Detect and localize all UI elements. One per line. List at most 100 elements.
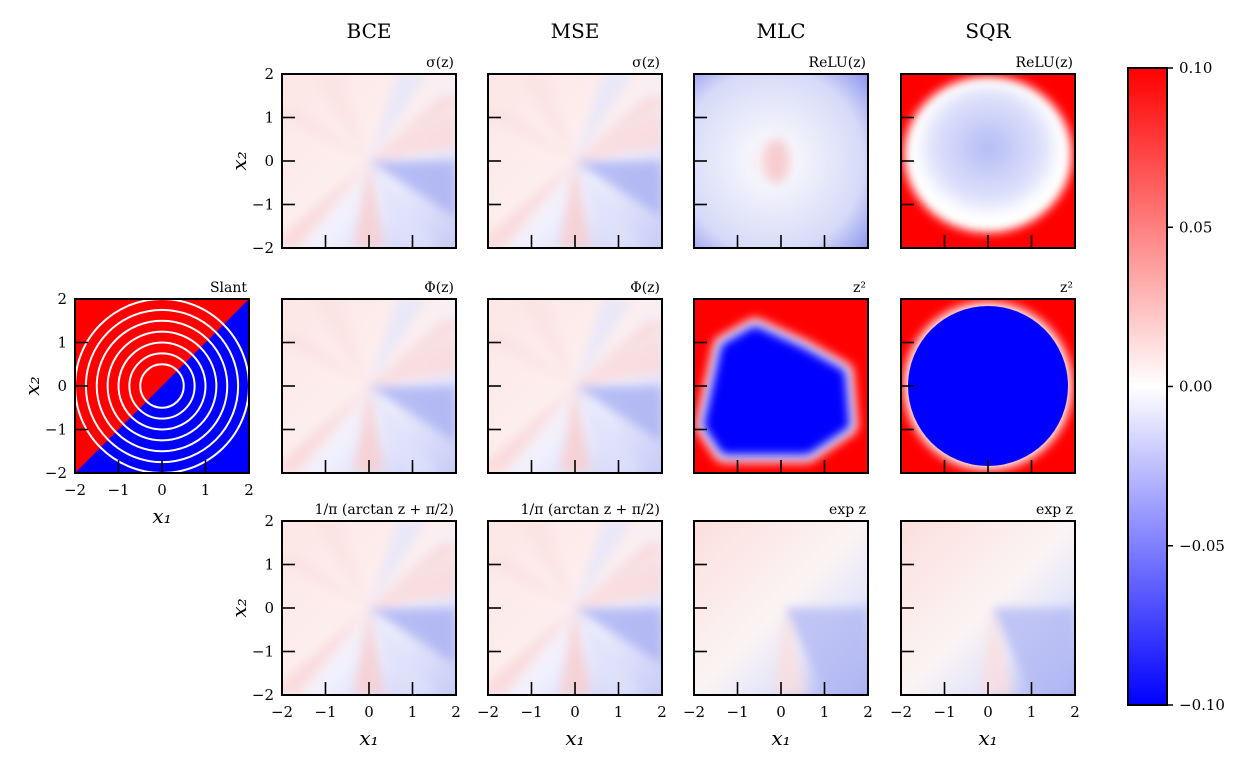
y-tick-label: 2: [57, 290, 67, 308]
x-tick-label: −2: [890, 703, 912, 721]
y-tick-label: −2: [252, 239, 274, 257]
y-axis-label: x₂: [20, 376, 44, 395]
panel-subtitle: ReLU(z): [1016, 55, 1073, 71]
x-tick-label: 0: [364, 703, 374, 721]
panel-bce-row2: Φ(z): [281, 280, 457, 474]
x-tick-label: −2: [64, 481, 86, 499]
column-title-bce: BCE: [347, 19, 392, 43]
x-tick-label: −1: [520, 703, 542, 721]
panel-slant: Slant 2 1 0 −1 −2 x₂ −2 −1 0 1 2 x₁: [20, 280, 254, 528]
y-tick-label: 0: [264, 152, 274, 170]
contour-circle: [128, 352, 196, 420]
y-tick-label: 1: [57, 334, 67, 352]
panel-subtitle: ReLU(z): [809, 55, 866, 71]
heatmap-image: [694, 74, 868, 248]
colorbar: 0.10 0.05 0.00 −0.05 −0.10: [1127, 59, 1225, 714]
panel-bce-row3: 1/π (arctan z + π/2) 2 1 0 −1 −2 x₂ −2 −1 0 1 2 x₁: [227, 502, 461, 750]
x-tick-label: 0: [776, 703, 786, 721]
panel-mse-row3: 1/π (arctan z + π/2) −2 −1 0 1 2 x₁: [477, 502, 667, 750]
panel-mse-row1: σ(z): [487, 55, 663, 249]
panel-subtitle: z²: [1060, 280, 1073, 296]
x-tick-label: 1: [614, 703, 624, 721]
y-axis-label: x₂: [227, 598, 251, 617]
colorbar-tick-label: 0.00: [1179, 378, 1212, 396]
x-tick-label: −2: [271, 703, 293, 721]
panel-subtitle: 1/π (arctan z + π/2): [521, 502, 660, 518]
y-tick-label: 2: [264, 512, 274, 530]
panel-mlc-row2: z²: [693, 280, 869, 474]
x-tick-label: 0: [570, 703, 580, 721]
y-tick-label: −1: [252, 643, 274, 661]
x-tick-label: 2: [244, 481, 254, 499]
x-tick-label: −2: [477, 703, 499, 721]
y-tick-label: 1: [264, 556, 274, 574]
heatmap-image: [901, 299, 1075, 473]
y-axis-label: x₂: [227, 151, 251, 170]
x-tick-label: 0: [157, 481, 167, 499]
y-tick-label: −1: [252, 196, 274, 214]
panel-sqr-row3: exp z −2 −1 0 1 2 x₁: [890, 502, 1080, 750]
contour-circle: [95, 319, 229, 453]
x-tick-label: 1: [201, 481, 211, 499]
column-title-mlc: MLC: [756, 19, 805, 43]
panel-mlc-row3: exp z −2 −1 0 1 2 x₁: [683, 502, 873, 750]
heatmap-image: [488, 299, 662, 473]
panel-subtitle: Slant: [210, 280, 247, 296]
x-tick-label: −1: [107, 481, 129, 499]
heatmap-image: [901, 74, 1075, 248]
heatmap-image: [488, 521, 662, 695]
panel-sqr-row1: ReLU(z): [900, 55, 1076, 249]
panel-subtitle: 1/π (arctan z + π/2): [315, 502, 454, 518]
y-tick-label: −2: [45, 464, 67, 482]
y-tick-label: 2: [264, 65, 274, 83]
heatmap-image: [694, 521, 868, 695]
panel-subtitle: σ(z): [426, 55, 454, 71]
contour-circle: [139, 363, 185, 409]
x-tick-label: −1: [314, 703, 336, 721]
heatmap-image: [282, 299, 456, 473]
panel-mse-row2: Φ(z): [487, 280, 663, 474]
panel-subtitle: exp z: [1036, 502, 1073, 518]
red-region: [75, 299, 249, 473]
x-axis-label: x₁: [565, 726, 584, 750]
panel-subtitle: Φ(z): [424, 280, 454, 296]
panel-bce-row1: σ(z) 2 1 0 −1 −2 x₂: [227, 55, 457, 257]
x-axis-label: x₁: [359, 726, 378, 750]
panel-subtitle: z²: [853, 280, 866, 296]
heatmap-image: [488, 74, 662, 248]
x-tick-label: 2: [1070, 703, 1080, 721]
panel-subtitle: exp z: [829, 502, 866, 518]
colorbar-tick-label: 0.10: [1179, 59, 1212, 77]
x-tick-label: 1: [408, 703, 418, 721]
colorbar-tick-label: 0.05: [1179, 218, 1212, 236]
x-tick-label: −2: [683, 703, 705, 721]
y-tick-label: 0: [57, 377, 67, 395]
colorbar-tick-label: −0.05: [1179, 537, 1225, 555]
panel-subtitle: Φ(z): [630, 280, 660, 296]
x-axis-label: x₁: [771, 726, 790, 750]
x-tick-label: −1: [933, 703, 955, 721]
y-tick-label: −1: [45, 421, 67, 439]
x-tick-label: −1: [726, 703, 748, 721]
panel-mlc-row1: ReLU(z): [693, 55, 869, 249]
x-tick-label: 1: [1027, 703, 1037, 721]
heatmap-image: [901, 521, 1075, 695]
column-title-mse: MSE: [551, 19, 600, 43]
x-tick-label: 0: [983, 703, 993, 721]
heatmap-image: [282, 74, 456, 248]
x-tick-label: 2: [451, 703, 461, 721]
y-tick-label: −2: [252, 686, 274, 704]
y-tick-label: 0: [264, 599, 274, 617]
column-title-sqr: SQR: [965, 19, 1011, 43]
contour-circle: [117, 341, 207, 431]
heatmap-image: [282, 521, 456, 695]
x-axis-label: x₁: [152, 504, 171, 528]
heatmap-image: [694, 299, 868, 473]
colorbar-tick-label: −0.10: [1179, 696, 1225, 714]
colorbar-gradient: [1127, 67, 1168, 706]
x-tick-label: 2: [863, 703, 873, 721]
x-tick-label: 2: [657, 703, 667, 721]
panel-sqr-row2: z²: [900, 280, 1076, 474]
x-tick-label: 1: [820, 703, 830, 721]
